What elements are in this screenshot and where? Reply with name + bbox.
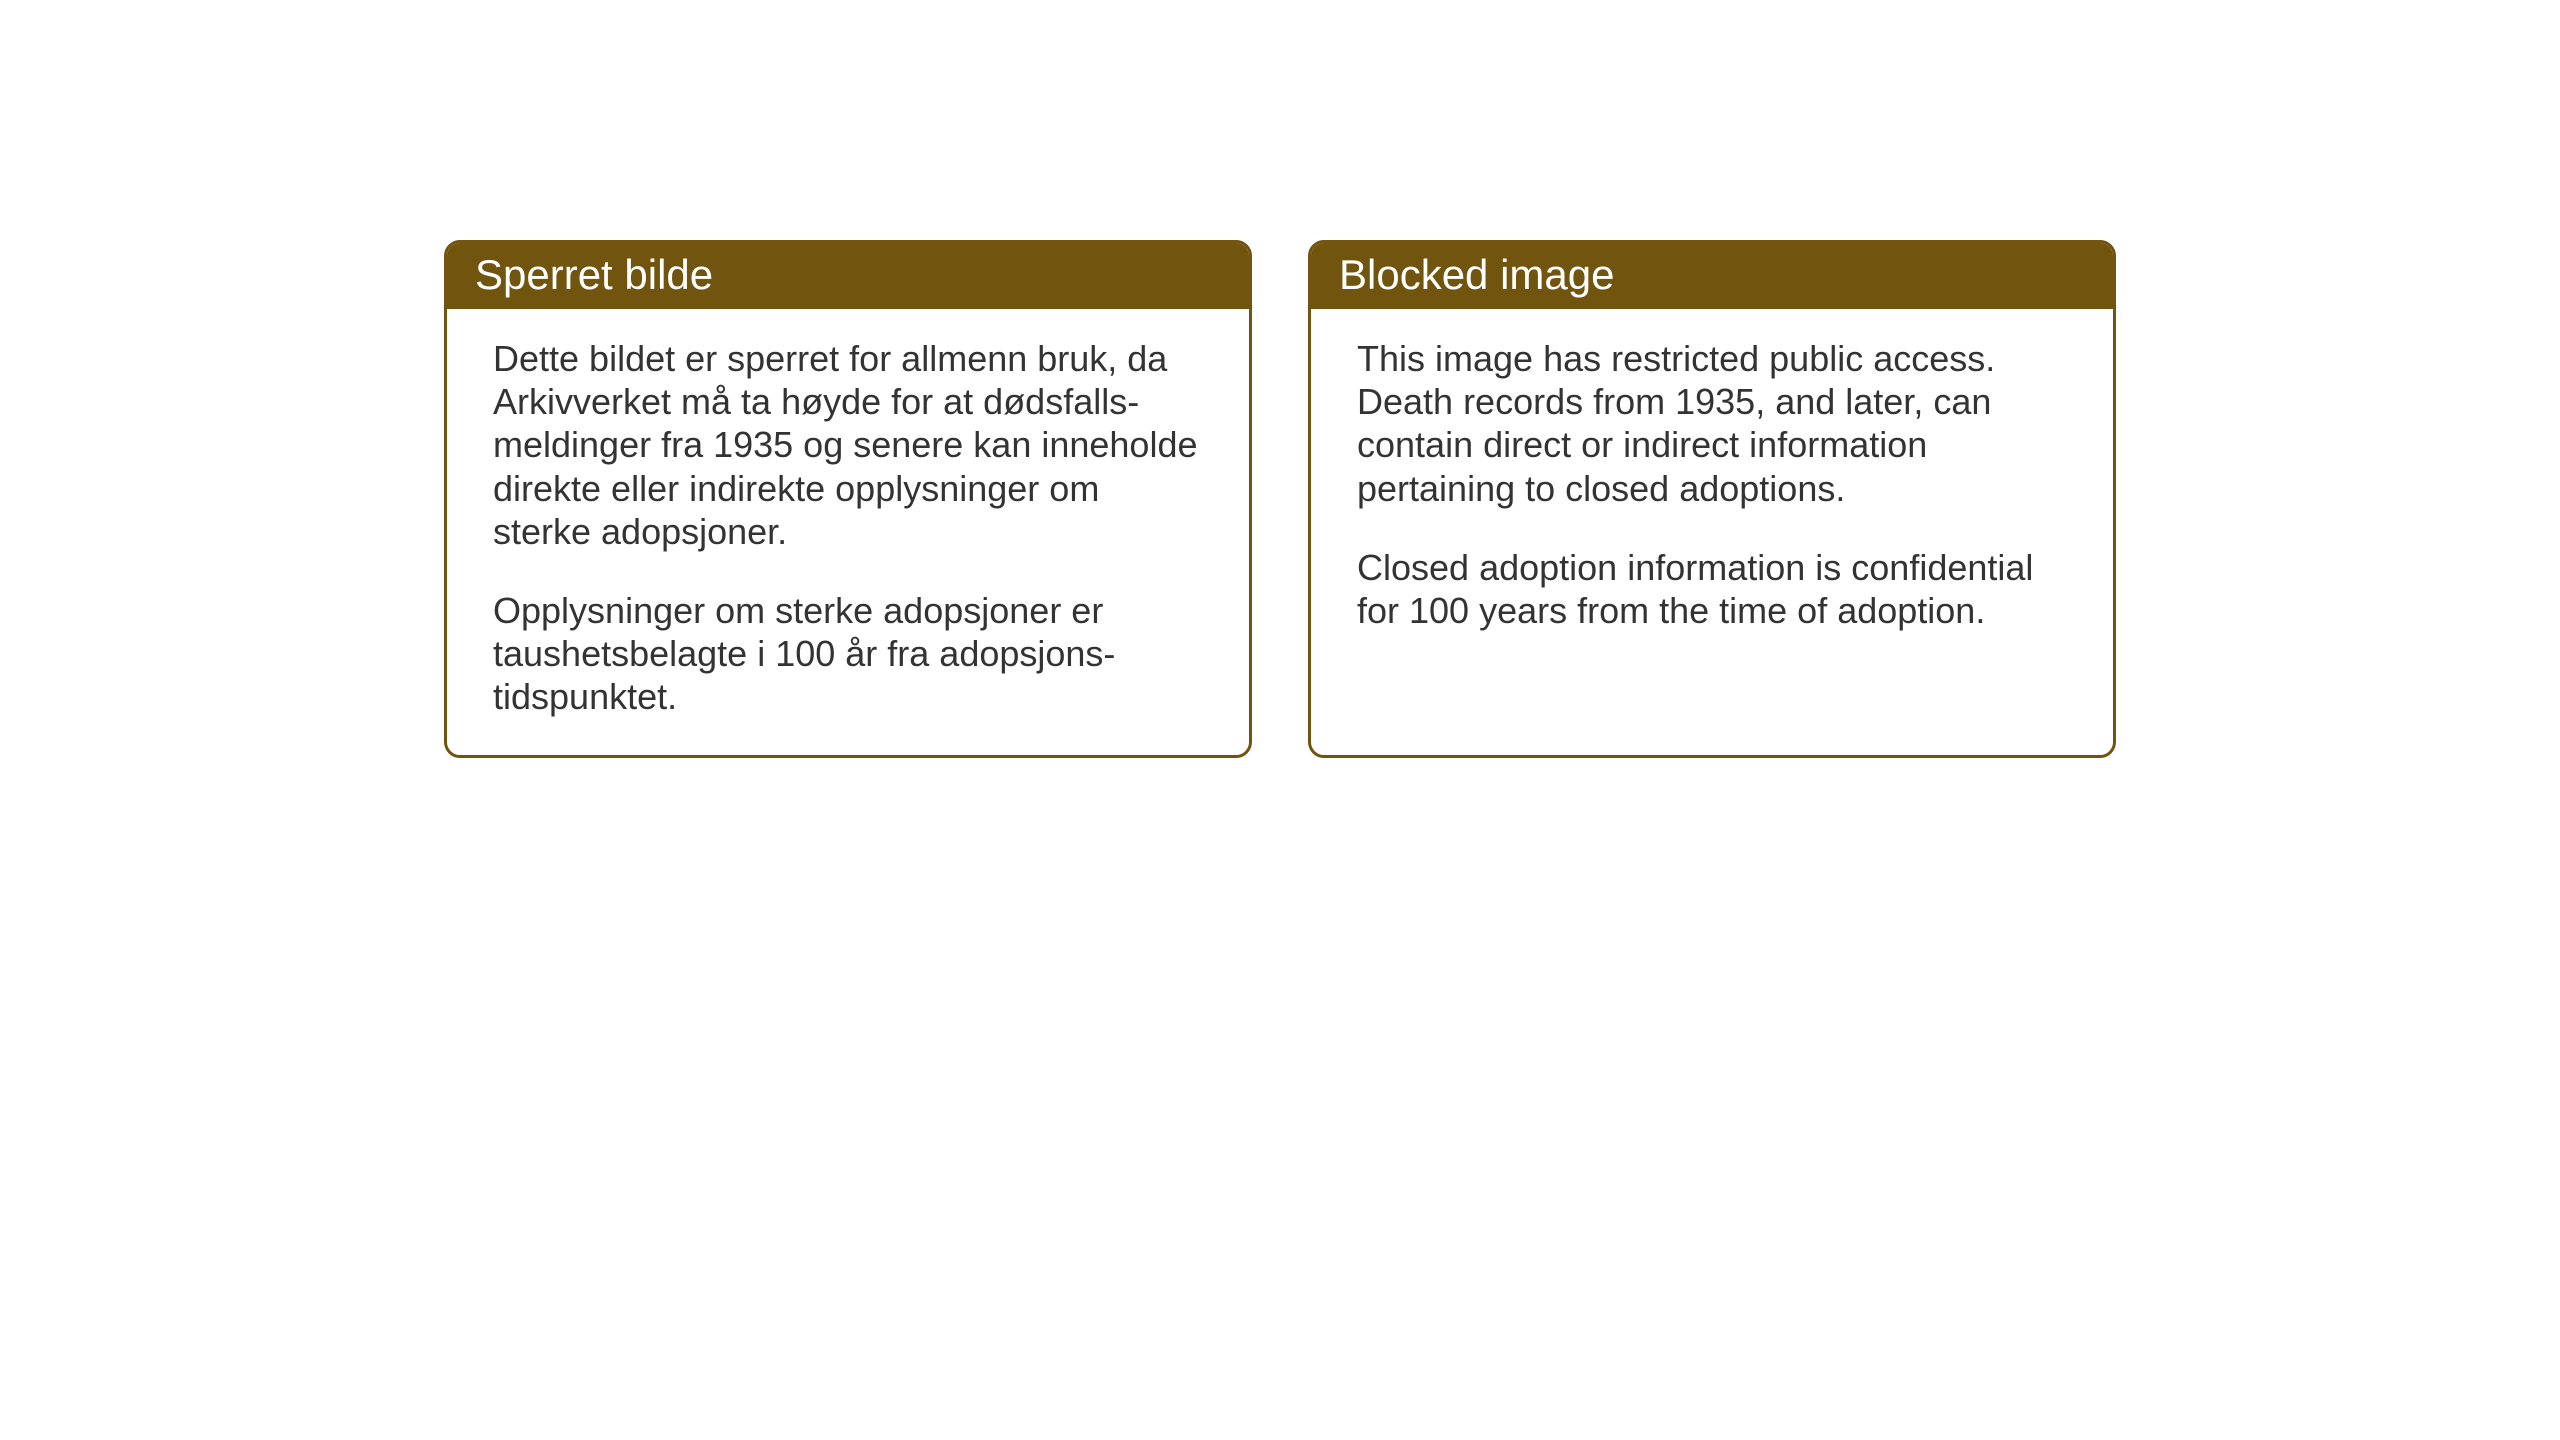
paragraph-1-english: This image has restricted public access.…: [1357, 337, 2067, 510]
notice-container: Sperret bilde Dette bildet er sperret fo…: [444, 240, 2116, 758]
notice-card-norwegian: Sperret bilde Dette bildet er sperret fo…: [444, 240, 1252, 758]
card-body-english: This image has restricted public access.…: [1311, 309, 2113, 668]
card-body-norwegian: Dette bildet er sperret for allmenn bruk…: [447, 309, 1249, 755]
paragraph-2-english: Closed adoption information is confident…: [1357, 546, 2067, 632]
notice-card-english: Blocked image This image has restricted …: [1308, 240, 2116, 758]
card-header-english: Blocked image: [1311, 243, 2113, 309]
card-header-norwegian: Sperret bilde: [447, 243, 1249, 309]
paragraph-2-norwegian: Opplysninger om sterke adopsjoner er tau…: [493, 589, 1203, 719]
paragraph-1-norwegian: Dette bildet er sperret for allmenn bruk…: [493, 337, 1203, 553]
